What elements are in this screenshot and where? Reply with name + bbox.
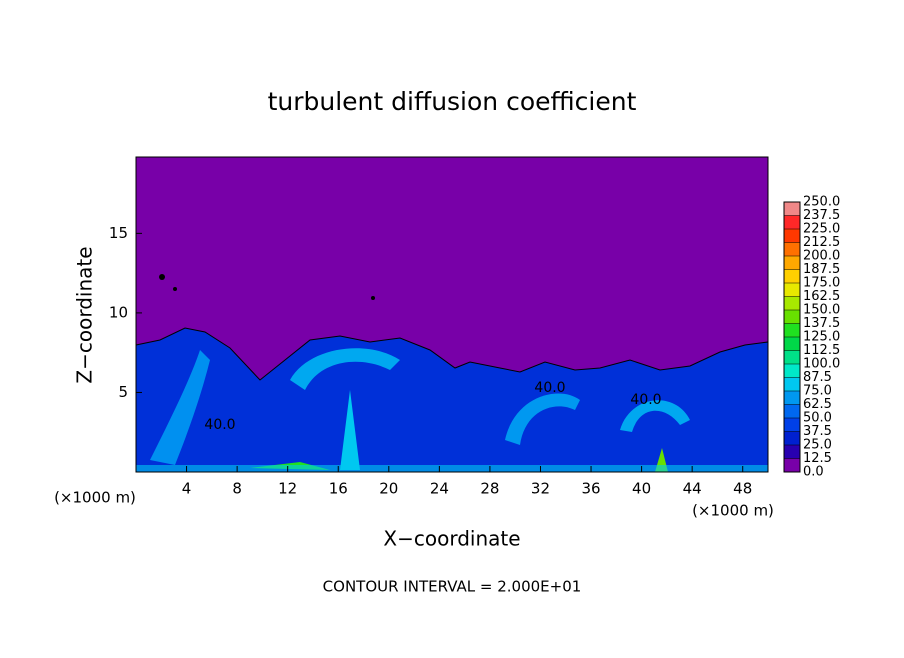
colorbar-bin — [784, 350, 800, 364]
x-axis-title: X−coordinate — [383, 527, 520, 551]
colorbar-bin — [784, 364, 800, 378]
field-patch — [620, 400, 690, 432]
x-tick-label: 16 — [329, 480, 348, 498]
contour-label: 40.0 — [630, 392, 661, 408]
colorbar-label: 175.0 — [803, 276, 840, 291]
colorbar-label: 200.0 — [803, 249, 840, 264]
colorbar-label: 250.0 — [803, 195, 840, 210]
colorbar-bin — [784, 418, 800, 432]
colorbar-label: 150.0 — [803, 303, 840, 318]
colorbar-label: 12.5 — [803, 451, 832, 466]
colorbar-label: 50.0 — [803, 411, 832, 426]
annotation: CONTOUR INTERVAL = 2.000E+01 — [323, 578, 582, 596]
colorbar-bin — [784, 445, 800, 459]
contour-label: 40.0 — [204, 417, 235, 433]
colorbar-label: 212.5 — [803, 235, 840, 250]
colorbar-bin — [784, 458, 800, 472]
x-tick-label: 44 — [683, 480, 702, 498]
field-patch — [150, 350, 210, 465]
field-dot — [371, 296, 375, 300]
field — [135, 157, 769, 473]
colorbar-bin — [784, 202, 800, 216]
y-axis-title: Z−coordinate — [73, 246, 97, 383]
colorbar-label: 225.0 — [803, 222, 840, 237]
x-tick-label: 40 — [632, 480, 651, 498]
colorbar-bin — [784, 242, 800, 256]
colorbar-label: 162.5 — [803, 289, 840, 304]
colorbar-label: 187.5 — [803, 262, 840, 277]
colorbar-bin — [784, 431, 800, 445]
colorbar-bin — [784, 215, 800, 229]
colorbar-bin — [784, 377, 800, 391]
colorbar-bin — [784, 269, 800, 283]
field-patch — [136, 465, 768, 472]
x-tick-label: 36 — [581, 480, 600, 498]
x-tick-label: 48 — [733, 480, 752, 498]
x-tick-label: 28 — [480, 480, 499, 498]
x-tick-label: 32 — [531, 480, 550, 498]
x-tick-label: 24 — [430, 480, 449, 498]
x-tick-label: 8 — [232, 480, 242, 498]
colorbar-bin — [784, 337, 800, 351]
colorbar-label: 0.0 — [803, 465, 824, 480]
colorbar-label: 62.5 — [803, 397, 832, 412]
colorbar-label: 87.5 — [803, 370, 832, 385]
x-tick-label: 20 — [379, 480, 398, 498]
colorbar-bin — [784, 310, 800, 324]
y-tick-label: 5 — [118, 383, 128, 401]
colorbar-bin — [784, 391, 800, 405]
x-unit-label: (×1000 m) — [692, 502, 774, 520]
field-patch — [290, 348, 400, 390]
colorbar-label: 100.0 — [803, 357, 840, 372]
field-region — [135, 327, 769, 473]
colorbar-bin — [784, 404, 800, 418]
y-tick-label: 15 — [109, 224, 128, 242]
colorbar-bin — [784, 323, 800, 337]
colorbar-label: 25.0 — [803, 438, 832, 453]
colorbar-bin — [784, 256, 800, 270]
x-unit-label: (×1000 m) — [54, 489, 136, 507]
chart-title: turbulent diffusion coefficient — [268, 87, 637, 116]
field-dot — [173, 287, 177, 291]
field-patch — [340, 390, 360, 470]
colorbar-label: 75.0 — [803, 384, 832, 399]
contour-label: 40.0 — [534, 380, 565, 396]
colorbar-label: 112.5 — [803, 343, 840, 358]
colorbar-bin — [784, 229, 800, 243]
plot-frame — [135, 156, 769, 473]
x-tick-label: 4 — [182, 480, 192, 498]
colorbar-label: 37.5 — [803, 424, 832, 439]
x-tick-label: 12 — [278, 480, 297, 498]
y-tick-label: 10 — [109, 303, 128, 321]
colorbar-bin — [784, 296, 800, 310]
colorbar-bin — [784, 283, 800, 297]
colorbar-label: 125.0 — [803, 330, 840, 345]
field-dot — [159, 274, 165, 280]
colorbar-label: 237.5 — [803, 208, 840, 223]
colorbar-label: 137.5 — [803, 316, 840, 331]
field-patch — [505, 393, 580, 445]
